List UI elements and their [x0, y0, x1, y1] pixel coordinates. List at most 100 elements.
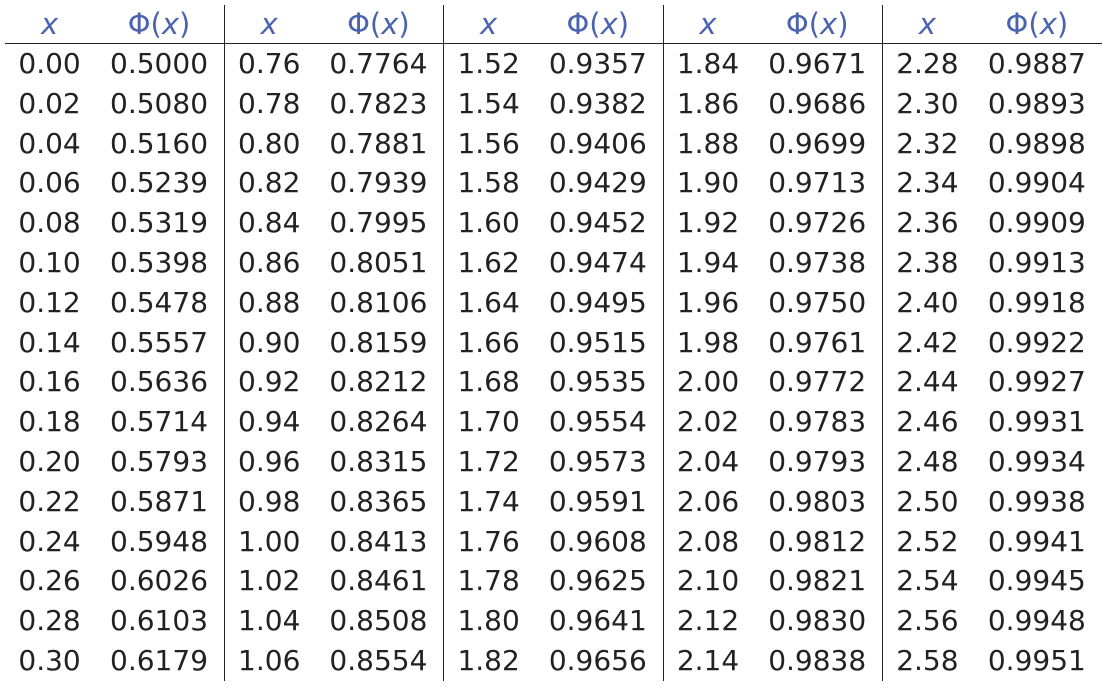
- header-x-label: x: [480, 7, 498, 41]
- phi-value-cell: 0.9948: [987, 604, 1086, 638]
- x-value-cell: 1.60: [457, 206, 520, 240]
- phi-value-cell: 0.9941: [987, 524, 1086, 558]
- x-value-cell: 2.38: [896, 245, 959, 279]
- header-phi-symbol: Φ: [347, 7, 370, 41]
- x-value-cell: 2.34: [896, 166, 959, 200]
- phi-value-cell: 0.9913: [987, 245, 1086, 279]
- phi-value-cell: 0.8159: [313, 322, 445, 363]
- x-value-cell: 0.28: [18, 604, 81, 638]
- table-row: 0.30 0.6179 1.06 0.8554 1.82 0.9656 2.14 0.9838…: [5, 640, 1102, 681]
- header-phi-arg: x: [381, 7, 399, 41]
- header-phi-arg: x: [161, 7, 180, 41]
- table-row: 0.24 0.5948 1.00 0.8413 1.76 0.9608 2.08 0.9812…: [5, 521, 1102, 562]
- header-phi-5: Φ(x): [971, 5, 1102, 44]
- x-value-cell: 0.96: [238, 444, 301, 478]
- x-value-cell: 0.84: [238, 206, 301, 240]
- x-value-cell: 2.32: [896, 126, 959, 160]
- x-value-cell: 1.88: [676, 126, 740, 160]
- x-value-cell: 1.66: [457, 325, 520, 359]
- phi-value-cell: 0.9535: [532, 362, 664, 403]
- x-value-cell: 2.04: [676, 444, 740, 478]
- normal-cdf-table: x Φ(x) x Φ(x) x Φ(x) x Φ(x) x Φ(x) 0.00 0.5000 0.76…: [5, 5, 1102, 681]
- phi-value-cell: 0.7881: [313, 123, 445, 164]
- header-phi-paren-close: ): [837, 7, 849, 41]
- x-value-cell: 0.82: [238, 166, 301, 200]
- phi-value-cell: 0.9608: [532, 521, 664, 562]
- phi-value-cell: 0.8106: [313, 282, 445, 323]
- x-value-cell: 0.20: [18, 444, 81, 478]
- table-body: 0.00 0.5000 0.76 0.7764 1.52 0.9357 1.84 0.9671…: [5, 43, 1102, 681]
- phi-value-cell: 0.9591: [532, 481, 664, 522]
- phi-value-cell: 0.5478: [94, 282, 225, 323]
- phi-value-cell: 0.9554: [532, 402, 664, 442]
- header-phi-3: Φ(x): [532, 5, 664, 44]
- x-value-cell: 1.72: [457, 444, 520, 478]
- x-value-cell: 1.94: [676, 245, 740, 279]
- phi-value-cell: 0.9898: [987, 126, 1086, 160]
- phi-value-cell: 0.9699: [752, 123, 884, 164]
- x-value-cell: 2.06: [676, 484, 740, 518]
- phi-value-cell: 0.9625: [532, 561, 664, 602]
- x-value-cell: 2.40: [896, 285, 959, 319]
- phi-value-cell: 0.9838: [752, 640, 884, 681]
- x-value-cell: 0.24: [18, 524, 81, 558]
- table-row: 0.02 0.5080 0.78 0.7823 1.54 0.9382 1.86 0.9686…: [5, 83, 1102, 124]
- table-row: 0.04 0.5160 0.80 0.7881 1.56 0.9406 1.88 0.9699…: [5, 123, 1102, 164]
- phi-value-cell: 0.6026: [94, 561, 225, 602]
- x-value-cell: 0.90: [238, 325, 301, 359]
- header-x-1: x: [5, 5, 95, 44]
- header-x-3: x: [443, 5, 533, 44]
- header-phi-symbol: Φ: [566, 7, 590, 41]
- phi-value-cell: 0.9893: [987, 86, 1086, 120]
- table-row: 0.14 0.5557 0.90 0.8159 1.66 0.9515 1.98 0.9761…: [5, 322, 1102, 363]
- phi-value-cell: 0.9686: [752, 83, 884, 124]
- header-row: x Φ(x) x Φ(x) x Φ(x) x Φ(x) x Φ(x): [5, 5, 1102, 44]
- x-value-cell: 0.78: [238, 86, 301, 120]
- phi-value-cell: 0.5557: [94, 322, 225, 363]
- x-value-cell: 1.68: [457, 365, 520, 399]
- x-value-cell: 2.08: [676, 524, 740, 558]
- phi-value-cell: 0.9922: [987, 325, 1086, 359]
- x-value-cell: 0.86: [238, 245, 301, 279]
- x-value-cell: 1.86: [676, 86, 740, 120]
- x-value-cell: 2.12: [676, 604, 740, 638]
- header-phi-paren-close: ): [1056, 7, 1069, 41]
- header-x-label: x: [918, 7, 936, 41]
- x-value-cell: 0.22: [18, 484, 81, 518]
- table-row: 0.16 0.5636 0.92 0.8212 1.68 0.9535 2.00 0.9772…: [5, 362, 1102, 403]
- table-row: 0.00 0.5000 0.76 0.7764 1.52 0.9357 1.84 0.9671…: [5, 43, 1102, 84]
- x-value-cell: 2.50: [896, 484, 959, 518]
- phi-value-cell: 0.9713: [752, 163, 884, 204]
- header-phi-4: Φ(x): [752, 5, 884, 44]
- phi-value-cell: 0.8365: [313, 481, 445, 522]
- header-phi-2: Φ(x): [313, 5, 445, 44]
- header-x-4: x: [663, 5, 753, 44]
- phi-value-cell: 0.9821: [752, 561, 884, 602]
- table-row: 0.10 0.5398 0.86 0.8051 1.62 0.9474 1.94 0.9738…: [5, 242, 1102, 283]
- phi-value-cell: 0.6179: [94, 640, 225, 681]
- x-value-cell: 0.14: [18, 325, 81, 359]
- x-value-cell: 0.12: [18, 285, 81, 319]
- x-value-cell: 1.00: [238, 524, 301, 558]
- phi-value-cell: 0.9931: [987, 405, 1086, 439]
- x-value-cell: 1.04: [238, 604, 301, 638]
- phi-value-cell: 0.6103: [94, 601, 225, 641]
- phi-value-cell: 0.9726: [752, 203, 884, 243]
- x-value-cell: 0.26: [18, 564, 81, 598]
- table-row: 0.28 0.6103 1.04 0.8508 1.80 0.9641 2.12 0.9830…: [5, 601, 1102, 641]
- phi-value-cell: 0.8413: [313, 521, 445, 562]
- x-value-cell: 1.58: [457, 166, 520, 200]
- x-value-cell: 2.36: [896, 206, 959, 240]
- phi-value-cell: 0.9750: [752, 282, 884, 323]
- phi-value-cell: 0.9357: [532, 43, 664, 84]
- phi-value-cell: 0.5714: [94, 402, 225, 442]
- x-value-cell: 0.02: [18, 86, 81, 120]
- x-value-cell: 0.76: [238, 47, 301, 80]
- x-value-cell: 0.10: [18, 245, 81, 279]
- phi-value-cell: 0.5239: [94, 163, 225, 204]
- header-phi-paren-open: (: [808, 7, 821, 41]
- phi-value-cell: 0.5636: [94, 362, 225, 403]
- phi-value-cell: 0.9761: [752, 322, 884, 363]
- x-value-cell: 2.44: [896, 365, 959, 399]
